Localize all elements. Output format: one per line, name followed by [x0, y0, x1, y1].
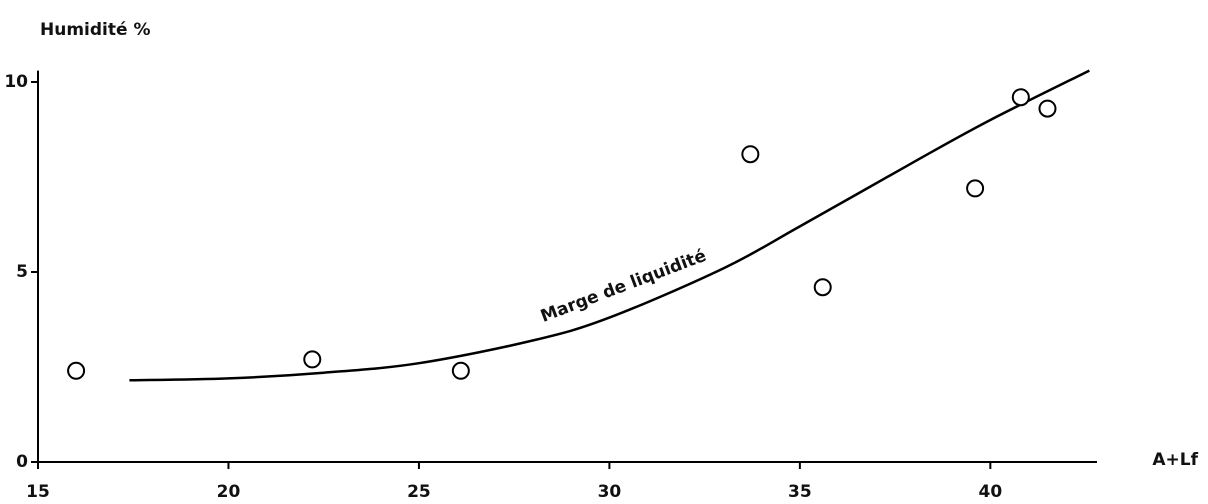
data-point [741, 145, 760, 164]
x-tick-label: 20 [217, 482, 241, 502]
x-tick-label: 35 [788, 482, 812, 502]
y-tick-label: 10 [4, 72, 28, 92]
data-point [966, 179, 985, 198]
fit-curve [129, 69, 1090, 382]
x-tick-label: 40 [979, 482, 1003, 502]
y-tick-label: 0 [16, 452, 28, 472]
data-point [1038, 99, 1057, 118]
x-tick-label: 15 [26, 482, 50, 502]
x-axis-label: A+Lf [1152, 450, 1198, 470]
data-point [451, 361, 470, 380]
data-point [67, 361, 86, 380]
y-tick-label: 5 [16, 262, 28, 282]
data-point [813, 278, 832, 297]
y-axis-label: Humidité % [40, 20, 150, 40]
data-point [303, 350, 322, 369]
x-tick-label: 25 [407, 482, 431, 502]
data-point [1011, 88, 1030, 107]
x-tick-label: 30 [598, 482, 622, 502]
